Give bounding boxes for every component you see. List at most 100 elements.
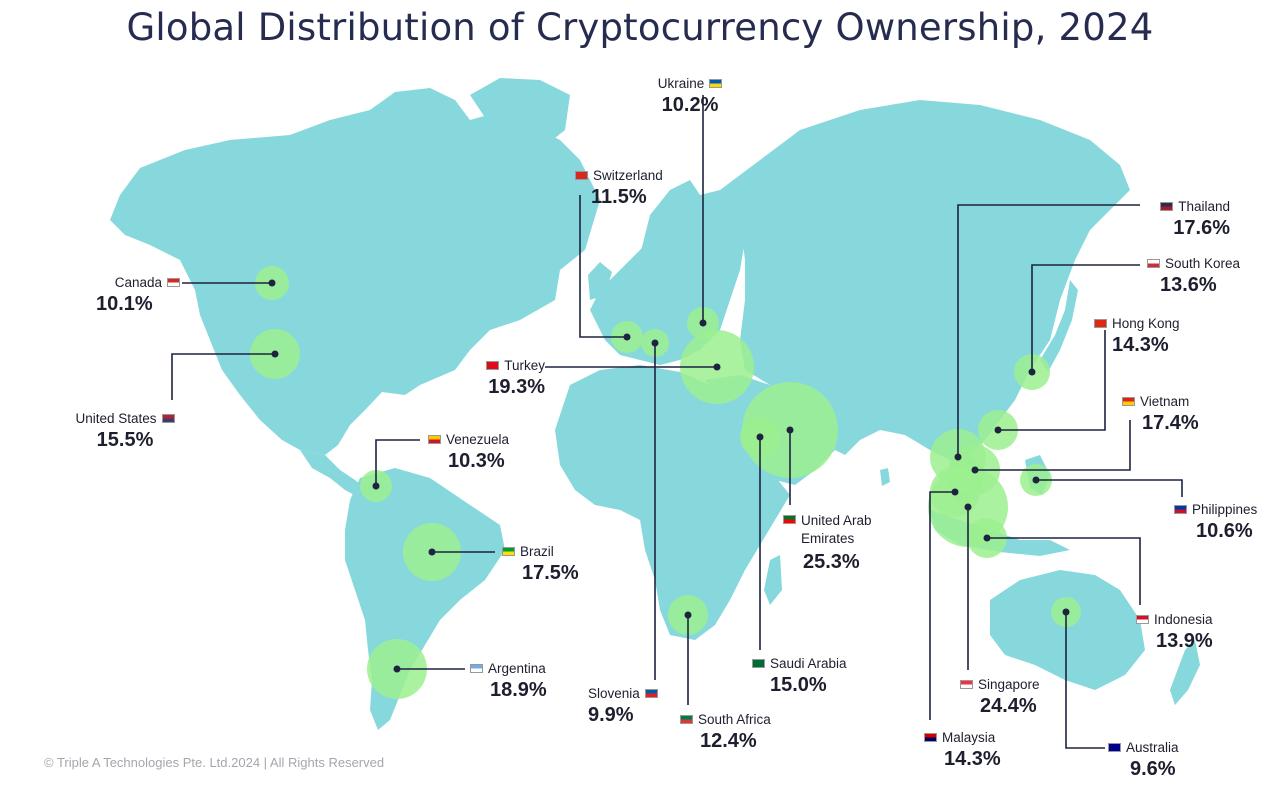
dot-hong-kong (994, 426, 1002, 434)
scandinavia-landmass (640, 180, 700, 262)
country-value: 10.3% (448, 450, 505, 472)
japan-landmass (1040, 280, 1078, 372)
uae-flag-icon (783, 515, 796, 524)
argentina-flag-icon (470, 664, 483, 673)
country-value: 14.3% (944, 748, 1001, 770)
country-name: Australia (1126, 740, 1179, 755)
country-value: 10.2% (661, 94, 719, 116)
south-africa-flag-icon (680, 715, 693, 724)
dot-australia (1062, 608, 1070, 616)
dot-philippines (1032, 476, 1040, 484)
label-indonesia: Indonesia 13.9% (1136, 612, 1213, 653)
saudi-arabia-flag-icon (752, 659, 765, 668)
leader-australia (1065, 612, 1105, 749)
country-name: Turkey (504, 358, 545, 373)
greenland-landmass (470, 78, 570, 150)
leader-hong-kong (998, 330, 1106, 431)
leader-lines (171, 95, 1183, 749)
country-name: South Korea (1164, 256, 1240, 271)
label-singapore: Singapore 24.4% (960, 677, 1040, 718)
country-value: 15.5% (96, 429, 154, 451)
label-australia: Australia 9.6% (1108, 740, 1179, 781)
label-malaysia: Malaysia 14.3% (924, 730, 1001, 771)
country-name: Venezuela (446, 432, 510, 447)
country-name: Switzerland (593, 168, 663, 183)
country-name: United States (75, 411, 157, 426)
country-value: 10.1% (96, 293, 153, 315)
australia-landmass (990, 570, 1145, 690)
label-vietnam: Vietnam 17.4% (1122, 394, 1199, 435)
marker-dots (268, 279, 1070, 673)
label-brazil: Brazil 17.5% (502, 544, 579, 585)
dot-vietnam (971, 466, 979, 474)
country-value: 13.6% (1160, 274, 1217, 296)
north-america-landmass (110, 88, 600, 455)
label-canada: Canada 10.1% (60, 275, 180, 316)
dot-indonesia (983, 534, 991, 542)
dot-canada (268, 279, 276, 287)
canada-flag-icon (167, 278, 180, 287)
sri-lanka-landmass (880, 468, 890, 486)
philippines-flag-icon (1174, 505, 1187, 514)
country-value: 10.6% (1196, 520, 1253, 542)
label-venezuela: Venezuela 10.3% (428, 432, 509, 473)
british-isles-landmass (588, 262, 612, 300)
dot-brazil (428, 548, 436, 556)
dot-united-states (271, 350, 279, 358)
label-argentina: Argentina 18.9% (470, 661, 547, 702)
south-korea-flag-icon (1146, 259, 1160, 268)
country-name: Philippines (1192, 502, 1258, 517)
ukraine-flag-icon (709, 79, 723, 88)
madagascar-landmass (764, 555, 782, 605)
country-name: Ukraine (657, 76, 705, 91)
label-south-korea: South Korea 13.6% (1110, 256, 1240, 297)
country-value: 18.9% (490, 679, 547, 701)
country-value: 13.9% (1156, 630, 1213, 652)
country-name: Indonesia (1154, 612, 1213, 627)
country-value: 17.5% (522, 562, 579, 584)
slovenia-flag-icon (644, 689, 658, 698)
country-value: 12.4% (700, 730, 757, 752)
dot-thailand (954, 453, 962, 461)
country-name: Canada (114, 275, 162, 290)
country-name: Brazil (520, 544, 554, 559)
dot-slovenia (651, 339, 659, 347)
country-value: 25.3% (803, 551, 860, 573)
label-united-states: United States 15.5% (60, 411, 190, 452)
country-value: 24.4% (980, 695, 1037, 717)
leader-switzerland (579, 195, 627, 338)
leader-venezuela (375, 439, 420, 486)
label-saudi-arabia: Saudi Arabia 15.0% (752, 656, 847, 697)
country-name: Saudi Arabia (770, 656, 847, 671)
leader-indonesia (987, 537, 1141, 605)
venezuela-flag-icon (428, 435, 441, 444)
dot-saudi-arabia (756, 433, 764, 441)
leader-vietnam (975, 420, 1131, 471)
country-name: Hong Kong (1112, 316, 1180, 331)
dot-south-africa (684, 611, 692, 619)
map-title: Global Distribution of Cryptocurrency Ow… (126, 6, 1154, 49)
hong-kong-flag-icon (1094, 319, 1107, 328)
country-value: 9.6% (1130, 758, 1176, 780)
label-thailand: Thailand 17.6% (1110, 199, 1230, 240)
country-value: 9.9% (588, 704, 634, 726)
country-name: Slovenia (588, 686, 640, 701)
label-hong-kong: Hong Kong 14.3% (1094, 316, 1180, 357)
dot-switzerland (623, 333, 631, 341)
country-value: 11.5% (591, 186, 647, 208)
leader-philippines (1036, 479, 1183, 497)
label-philippines: Philippines 10.6% (1174, 502, 1257, 543)
leader-united-states (171, 353, 275, 400)
malaysia-flag-icon (924, 733, 937, 742)
label-ukraine: Ukraine 10.2% (620, 76, 760, 117)
singapore-flag-icon (960, 680, 973, 689)
australia-flag-icon (1108, 743, 1121, 752)
africa-landmass (555, 365, 790, 640)
country-value: 17.6% (1173, 217, 1230, 239)
vietnam-flag-icon (1122, 397, 1135, 406)
dot-argentina (393, 665, 401, 673)
central-america-landmass (300, 450, 368, 498)
dot-venezuela (372, 482, 380, 490)
label-uae: United Arab Emirates 25.3% (783, 512, 872, 574)
